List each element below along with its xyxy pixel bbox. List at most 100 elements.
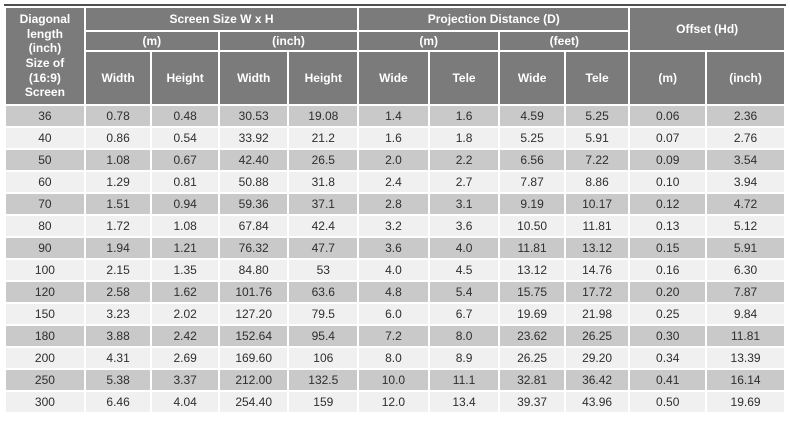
value-cell: 8.86 [563,170,631,194]
value-cell: 3.6 [357,236,430,260]
value-cell: 8.9 [427,346,501,370]
value-cell: 67.84 [217,214,290,238]
value-cell: 5.4 [427,280,501,304]
value-cell: 4.0 [357,258,430,282]
value-cell: 0.30 [628,324,708,348]
value-cell: 8.0 [357,346,430,370]
diagonal-value-cell: 50 [4,148,86,172]
value-cell: 212.00 [217,368,290,392]
value-cell: 39.37 [498,390,566,414]
value-cell: 0.07 [628,126,708,150]
value-cell: 4.31 [83,346,153,370]
value-cell: 12.0 [357,390,430,414]
diagonal-value-cell: 70 [4,192,86,216]
value-cell: 47.7 [287,236,360,260]
value-cell: 21.98 [563,302,631,326]
value-cell: 2.8 [357,192,430,216]
table-header: Diagonal length (inch) Size of (16:9) Sc… [4,6,786,106]
value-cell: 2.36 [705,104,786,128]
value-cell: 1.72 [83,214,153,238]
diagonal-value-cell: 90 [4,236,86,260]
value-cell: 152.64 [217,324,290,348]
value-cell: 13.4 [427,390,501,414]
value-cell: 23.62 [498,324,566,348]
table-row: 50 1.08 0.67 42.40 26.5 2.0 2.2 6.56 7.22 0.09 3.5… [4,148,786,172]
value-cell: 0.34 [628,346,708,370]
value-cell: 13.12 [498,258,566,282]
offset-inch-column-header: (inch) [705,50,786,106]
value-cell: 4.0 [427,236,501,260]
value-cell: 36.42 [563,368,631,392]
value-cell: 10.17 [563,192,631,216]
value-cell: 59.36 [217,192,290,216]
value-cell: 0.50 [628,390,708,414]
diagonal-value-cell: 300 [4,390,86,414]
table-row: 120 2.58 1.62 101.76 63.6 4.8 5.4 15.75 17.72 0.2… [4,280,786,304]
value-cell: 2.69 [150,346,220,370]
value-cell: 159 [287,390,360,414]
offset-m-column-header: (m) [628,50,708,106]
diagonal-value-cell: 180 [4,324,86,348]
value-cell: 33.92 [217,126,290,150]
width-m-column-header: Width [83,50,153,106]
screen-size-group-header: Screen Size W x H [83,6,360,32]
value-cell: 1.29 [83,170,153,194]
value-cell: 5.91 [705,236,786,260]
value-cell: 84.80 [217,258,290,282]
value-cell: 6.7 [427,302,501,326]
value-cell: 4.59 [498,104,566,128]
tele-m-column-header: Tele [427,50,501,106]
diagonal-value-cell: 60 [4,170,86,194]
value-cell: 1.51 [83,192,153,216]
value-cell: 42.40 [217,148,290,172]
value-cell: 254.40 [217,390,290,414]
width-inch-column-header: Width [217,50,290,106]
table-row: 40 0.86 0.54 33.92 21.2 1.6 1.8 5.25 5.91 0.07 2.7… [4,126,786,150]
diagonal-value-cell: 200 [4,346,86,370]
value-cell: 2.4 [357,170,430,194]
value-cell: 5.12 [705,214,786,238]
value-cell: 10.0 [357,368,430,392]
table-row: 150 3.23 2.02 127.20 79.5 6.0 6.7 19.69 21.98 0.2… [4,302,786,326]
header-row-units: (m) (inch) (m) (feet) [5,30,785,52]
value-cell: 106 [287,346,360,370]
value-cell: 3.6 [427,214,501,238]
value-cell: 5.25 [498,126,566,150]
value-cell: 0.86 [83,126,153,150]
value-cell: 4.04 [150,390,220,414]
value-cell: 2.15 [83,258,153,282]
diagonal-value-cell: 100 [4,258,86,282]
value-cell: 0.20 [628,280,708,304]
value-cell: 1.08 [150,214,220,238]
projection-distance-table: Diagonal length (inch) Size of (16:9) Sc… [4,6,786,414]
diagonal-value-cell: 250 [4,368,86,392]
value-cell: 29.20 [563,346,631,370]
value-cell: 3.88 [83,324,153,348]
value-cell: 3.1 [427,192,501,216]
value-cell: 50.88 [217,170,290,194]
value-cell: 4.8 [357,280,430,304]
value-cell: 2.0 [357,148,430,172]
value-cell: 9.19 [498,192,566,216]
value-cell: 42.4 [287,214,360,238]
value-cell: 0.10 [628,170,708,194]
value-cell: 3.37 [150,368,220,392]
value-cell: 0.16 [628,258,708,282]
value-cell: 1.8 [427,126,501,150]
value-cell: 1.21 [150,236,220,260]
screen-size-inch-unit-header: (inch) [217,30,360,52]
value-cell: 8.0 [427,324,501,348]
projection-distance-group-header: Projection Distance (D) [357,6,631,32]
value-cell: 53 [287,258,360,282]
wide-m-column-header: Wide [357,50,430,106]
value-cell: 7.2 [357,324,430,348]
value-cell: 1.4 [357,104,430,128]
value-cell: 95.4 [287,324,360,348]
value-cell: 19.08 [287,104,360,128]
offset-group-header: Offset (Hd) [628,6,786,52]
value-cell: 2.2 [427,148,501,172]
value-cell: 2.42 [150,324,220,348]
table-row: 200 4.31 2.69 169.60 106 8.0 8.9 26.25 29.20 0.34… [4,346,786,370]
diagonal-length-header: Diagonal length (inch) Size of (16:9) Sc… [4,6,86,106]
height-inch-column-header: Height [287,50,360,106]
